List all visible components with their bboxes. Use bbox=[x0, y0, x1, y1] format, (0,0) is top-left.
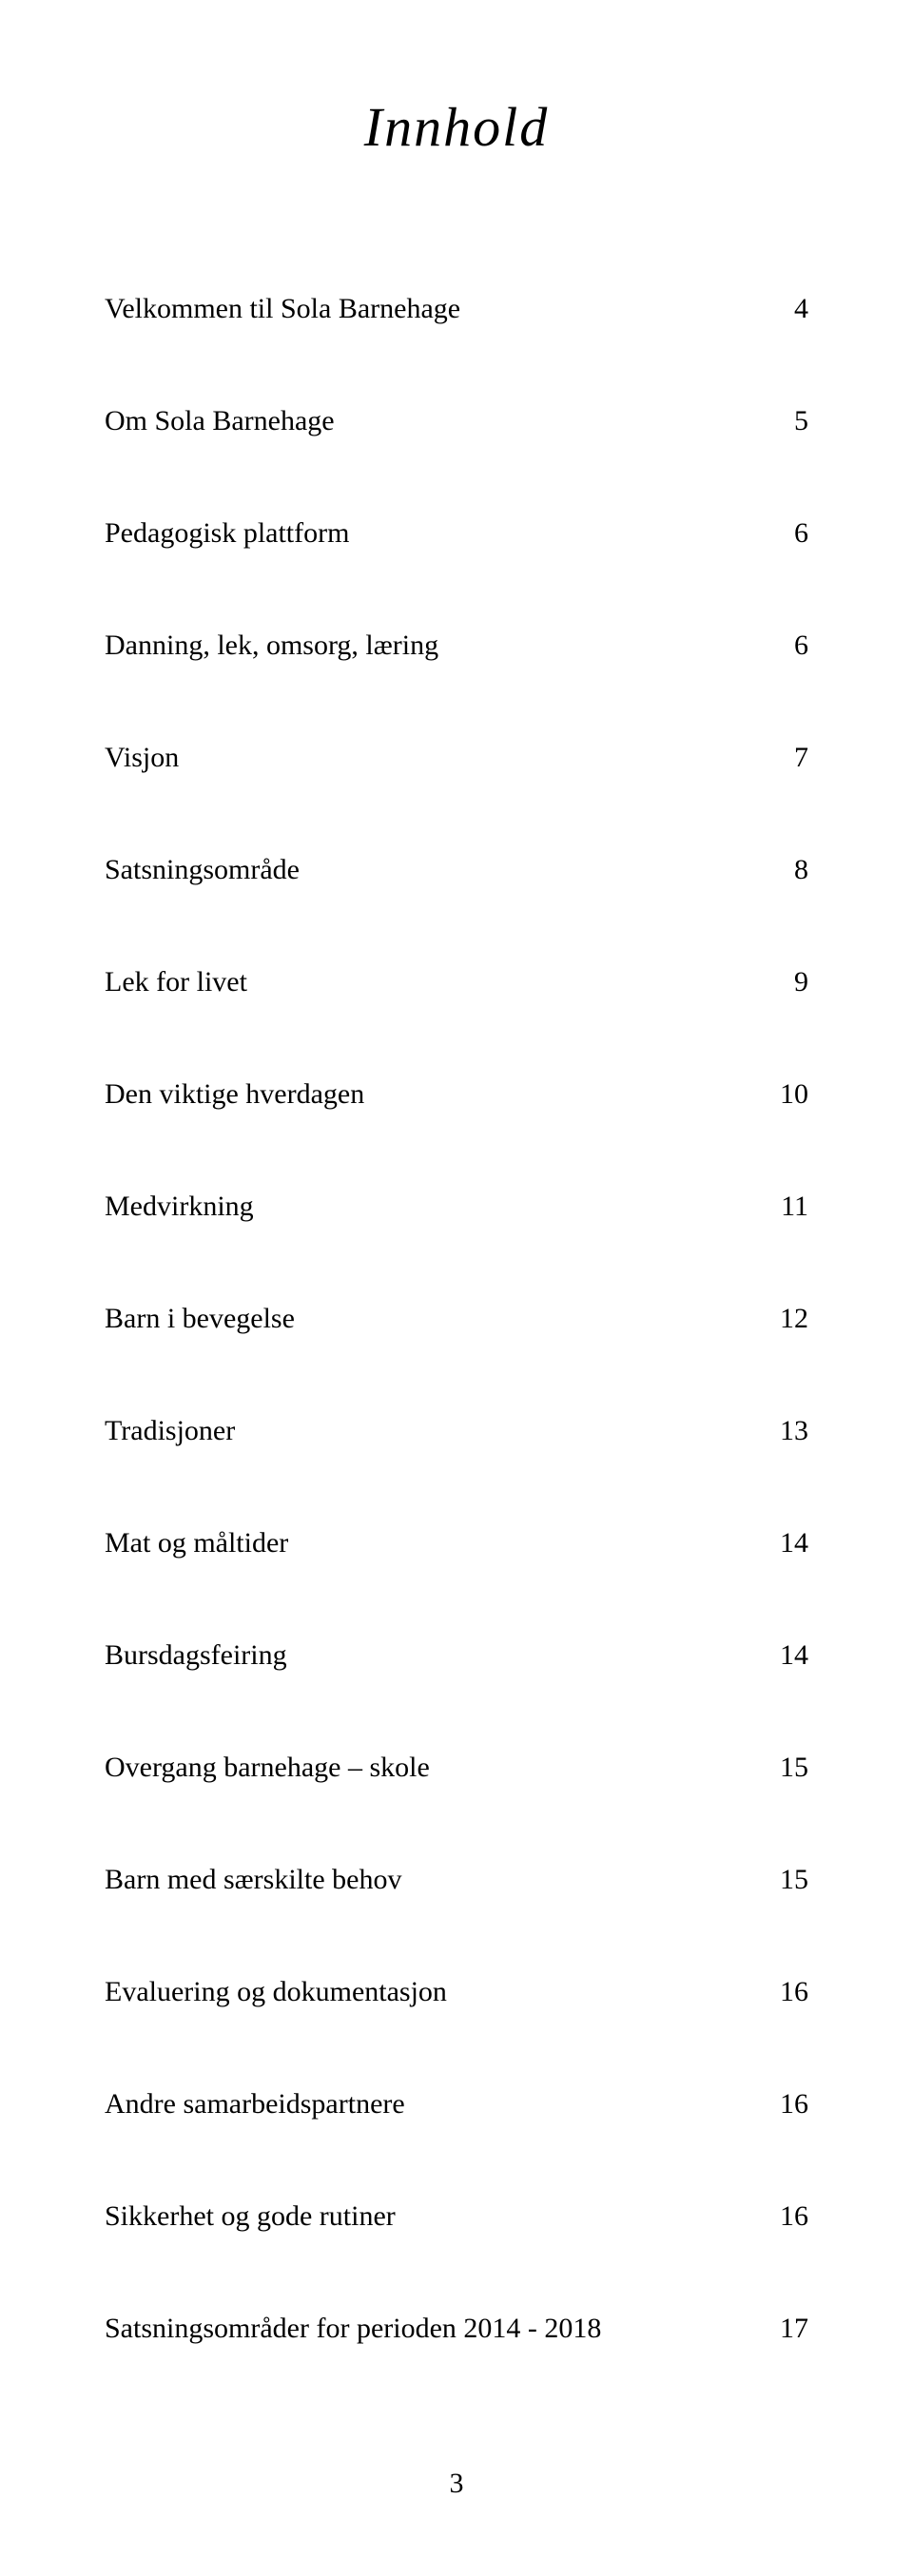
toc-row: Den viktige hverdagen 10 bbox=[105, 1077, 808, 1112]
toc-label: Velkommen til Sola Barnehage bbox=[105, 292, 751, 326]
toc-page: 16 bbox=[751, 2199, 808, 2234]
toc-row: Barn med særskilte behov 15 bbox=[105, 1863, 808, 1897]
toc-label: Lek for livet bbox=[105, 965, 751, 999]
toc-row: Satsningsområde 8 bbox=[105, 853, 808, 887]
toc-page: 6 bbox=[751, 516, 808, 551]
toc-label: Danning, lek, omsorg, læring bbox=[105, 629, 751, 663]
toc-page: 16 bbox=[751, 2087, 808, 2121]
toc-label: Den viktige hverdagen bbox=[105, 1077, 751, 1112]
toc-row: Velkommen til Sola Barnehage 4 bbox=[105, 292, 808, 326]
toc-row: Om Sola Barnehage 5 bbox=[105, 404, 808, 438]
toc-label: Satsningsområde bbox=[105, 853, 751, 887]
toc-page: 16 bbox=[751, 1975, 808, 2009]
toc-page: 15 bbox=[751, 1863, 808, 1897]
toc-page: 14 bbox=[751, 1638, 808, 1673]
page-title: Innhold bbox=[105, 95, 808, 159]
toc-label: Mat og måltider bbox=[105, 1526, 751, 1560]
page-number: 3 bbox=[0, 2468, 913, 2500]
toc-label: Sikkerhet og gode rutiner bbox=[105, 2199, 751, 2234]
toc-row: Lek for livet 9 bbox=[105, 965, 808, 999]
toc-row: Visjon 7 bbox=[105, 741, 808, 775]
toc-page: 14 bbox=[751, 1526, 808, 1560]
toc-label: Om Sola Barnehage bbox=[105, 404, 751, 438]
toc-row: Barn i bevegelse 12 bbox=[105, 1302, 808, 1336]
toc-label: Tradisjoner bbox=[105, 1414, 751, 1448]
toc-label: Pedagogisk plattform bbox=[105, 516, 751, 551]
toc-page: 11 bbox=[751, 1190, 808, 1224]
toc-label: Overgang barnehage – skole bbox=[105, 1751, 751, 1785]
toc-row: Overgang barnehage – skole 15 bbox=[105, 1751, 808, 1785]
toc-row: Tradisjoner 13 bbox=[105, 1414, 808, 1448]
toc-page: 6 bbox=[751, 629, 808, 663]
toc-page: 8 bbox=[751, 853, 808, 887]
toc-page: 12 bbox=[751, 1302, 808, 1336]
toc-row: Danning, lek, omsorg, læring 6 bbox=[105, 629, 808, 663]
toc-page: 13 bbox=[751, 1414, 808, 1448]
toc-label: Barn i bevegelse bbox=[105, 1302, 751, 1336]
toc-label: Andre samarbeidspartnere bbox=[105, 2087, 751, 2121]
toc-row: Satsningsområder for perioden 2014 - 201… bbox=[105, 2312, 808, 2346]
toc-label: Barn med særskilte behov bbox=[105, 1863, 751, 1897]
toc-row: Mat og måltider 14 bbox=[105, 1526, 808, 1560]
toc-row: Pedagogisk plattform 6 bbox=[105, 516, 808, 551]
toc-page: 9 bbox=[751, 965, 808, 999]
toc-page: 7 bbox=[751, 741, 808, 775]
toc-label: Visjon bbox=[105, 741, 751, 775]
table-of-contents: Velkommen til Sola Barnehage 4 Om Sola B… bbox=[105, 292, 808, 2346]
toc-label: Medvirkning bbox=[105, 1190, 751, 1224]
toc-label: Satsningsområder for perioden 2014 - 201… bbox=[105, 2312, 751, 2346]
toc-label: Evaluering og dokumentasjon bbox=[105, 1975, 751, 2009]
toc-page: 5 bbox=[751, 404, 808, 438]
toc-label: Bursdagsfeiring bbox=[105, 1638, 751, 1673]
toc-page: 4 bbox=[751, 292, 808, 326]
toc-page: 10 bbox=[751, 1077, 808, 1112]
toc-row: Evaluering og dokumentasjon 16 bbox=[105, 1975, 808, 2009]
toc-row: Andre samarbeidspartnere 16 bbox=[105, 2087, 808, 2121]
toc-row: Bursdagsfeiring 14 bbox=[105, 1638, 808, 1673]
toc-page: 15 bbox=[751, 1751, 808, 1785]
toc-row: Medvirkning 11 bbox=[105, 1190, 808, 1224]
toc-page: 17 bbox=[751, 2312, 808, 2346]
toc-row: Sikkerhet og gode rutiner 16 bbox=[105, 2199, 808, 2234]
